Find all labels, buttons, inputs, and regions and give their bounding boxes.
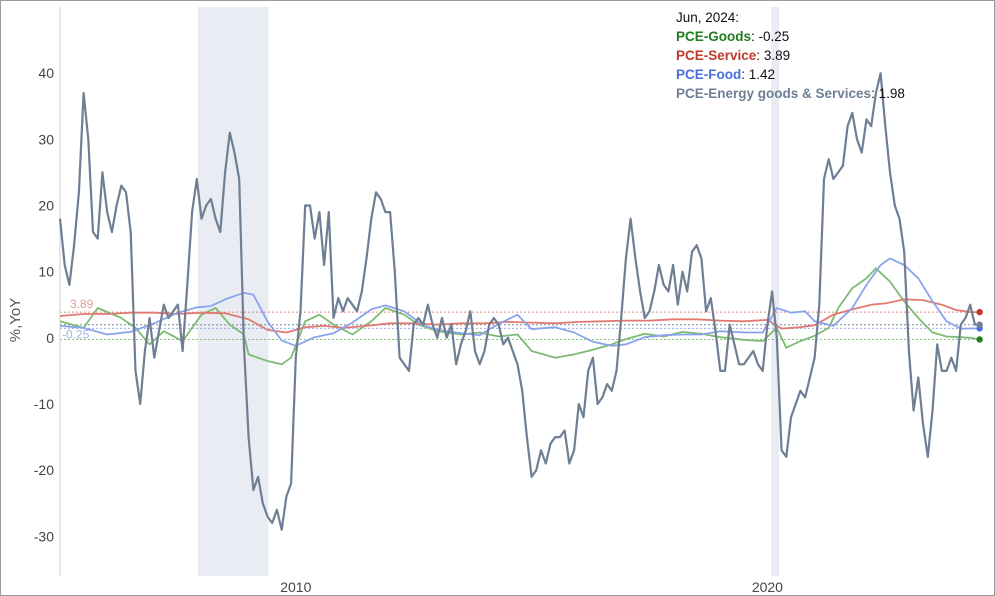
x-tick-label: 2010 xyxy=(280,579,311,595)
tooltip-row-service: PCE-Service: 3.89 xyxy=(676,48,791,63)
tooltip-series-name: PCE-Energy goods & Services xyxy=(676,86,872,101)
y-tick-label: 20 xyxy=(38,197,54,213)
tooltip-series-value: -0.25 xyxy=(758,29,790,44)
end-value-label: -0.25 xyxy=(62,327,90,341)
end-value-labels: 3.89 -0.25 xyxy=(62,297,94,341)
tooltip-row-energy: PCE-Energy goods & Services: 1.98 xyxy=(676,86,905,101)
tooltip-row-food: PCE-Food: 1.42 xyxy=(676,67,776,82)
y-tick-label: 10 xyxy=(38,264,54,280)
y-tick-label: -10 xyxy=(34,396,54,412)
y-tick-label: 30 xyxy=(38,131,54,147)
x-tick-label: 2020 xyxy=(752,579,783,595)
tooltip-series-name: PCE-Service xyxy=(676,48,757,63)
tooltip-series-value: 3.89 xyxy=(763,48,791,63)
hover-tooltip: Jun, 2024: PCE-Goods: -0.25 PCE-Service:… xyxy=(676,8,905,103)
y-tick-label: 0 xyxy=(46,330,54,346)
end-value-label: 3.89 xyxy=(70,297,94,311)
y-tick-label: -30 xyxy=(34,528,54,544)
x-axis-ticks: 2010 2020 xyxy=(280,579,783,595)
y-tick-label: 40 xyxy=(38,65,54,81)
tooltip-date: Jun, 2024: xyxy=(676,10,740,25)
tooltip-series-value: 1.42 xyxy=(748,67,776,82)
series-lines xyxy=(58,72,980,531)
tooltip-series-name: PCE-Food xyxy=(676,67,742,82)
recession-band xyxy=(197,7,269,576)
tooltip-series-name: PCE-Goods xyxy=(676,29,752,44)
end-marker xyxy=(976,321,983,328)
series-line xyxy=(59,257,980,347)
y-axis-label: %,YoY xyxy=(7,298,24,342)
tooltip-series-value: 1.98 xyxy=(878,86,905,101)
series-line xyxy=(59,267,980,366)
series-line xyxy=(59,298,980,334)
y-axis-ticks: -30 -20 -10 0 10 20 30 40 xyxy=(34,65,54,544)
series-line xyxy=(58,72,980,531)
end-markers xyxy=(976,308,983,343)
end-marker xyxy=(976,308,983,316)
recession-band xyxy=(771,7,780,576)
end-marker xyxy=(976,336,983,343)
y-tick-label: -20 xyxy=(34,462,54,478)
tooltip-row-goods: PCE-Goods: -0.25 xyxy=(676,29,790,44)
